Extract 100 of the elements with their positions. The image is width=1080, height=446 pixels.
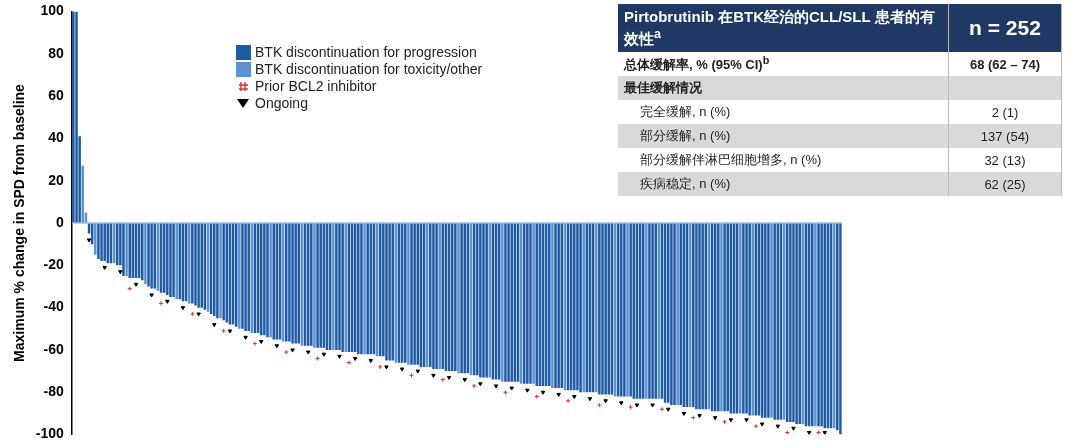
bar [391, 223, 394, 361]
point [509, 386, 514, 391]
point [806, 430, 812, 435]
y-tick-label: 0 [56, 213, 65, 230]
point [471, 383, 477, 389]
text: 32 (13) [984, 152, 1026, 168]
bar [291, 223, 294, 344]
point [650, 403, 655, 408]
bar [573, 223, 576, 391]
bar [482, 223, 485, 378]
y-tick-label: 100 [40, 2, 65, 19]
category-label: 部分缓解, n (%) [618, 124, 949, 149]
point [196, 312, 201, 317]
bar [413, 223, 416, 365]
point [681, 411, 687, 416]
bar [526, 223, 529, 384]
bar [294, 223, 297, 344]
bar [94, 223, 97, 255]
point [525, 388, 530, 393]
y-tick-label: 60 [48, 86, 65, 103]
bar [150, 223, 153, 289]
bar [388, 223, 391, 361]
legend-label: Prior BCL2 inhibitor [255, 78, 377, 95]
point [346, 360, 352, 366]
bar [288, 223, 291, 342]
y-tick-label: 40 [48, 129, 65, 146]
text: Pirtobrutinib 在BTK经治的CLL/SLL 患者的有效性$^{a}$ [618, 4, 949, 52]
category-label: 完全缓解, n (%) [618, 100, 949, 125]
point [572, 395, 577, 400]
point [712, 416, 718, 421]
point [212, 323, 217, 328]
bar [576, 223, 579, 391]
bar [382, 223, 385, 357]
point [722, 419, 728, 425]
bar [836, 223, 839, 431]
bar [200, 223, 203, 308]
legend-label: BTK discontinuation for progression [255, 44, 477, 61]
y-tick-label: -40 [43, 298, 65, 315]
point [478, 382, 483, 387]
bar [479, 223, 482, 378]
bar [839, 223, 842, 435]
point [227, 329, 233, 334]
bar [726, 223, 729, 412]
bar [795, 223, 798, 425]
point [165, 299, 170, 304]
bar [75, 11, 78, 223]
bar [789, 223, 792, 422]
point [377, 364, 383, 370]
point [321, 352, 327, 357]
bar [338, 223, 341, 350]
category-label: 总体缓解率, % (95% CI)$^{b}$ [618, 52, 949, 77]
point [619, 401, 624, 406]
point [634, 403, 640, 408]
point [399, 367, 405, 372]
point [596, 402, 602, 408]
y-tick-label: -80 [43, 383, 65, 400]
bar [319, 223, 322, 348]
point [659, 406, 665, 412]
point [221, 328, 227, 334]
point [86, 238, 92, 243]
bar [141, 223, 144, 281]
point [133, 282, 139, 287]
bar [510, 223, 513, 382]
point [368, 359, 374, 364]
bar [247, 223, 250, 331]
point [666, 407, 671, 412]
point [493, 384, 499, 389]
bar [476, 223, 479, 376]
point [462, 378, 467, 383]
category-label: 疾病稳定, n (%) [618, 172, 949, 197]
point [252, 341, 258, 347]
point [753, 423, 759, 429]
legend-label: BTK discontinuation for toxicity/other [255, 61, 483, 78]
point [540, 390, 546, 395]
y-tick-label: 20 [48, 171, 65, 188]
bar [745, 223, 748, 414]
text: 68 (62 – 74) [969, 56, 1041, 72]
point [728, 418, 734, 423]
point [259, 340, 264, 344]
bar [692, 223, 695, 408]
point [775, 424, 781, 429]
point [189, 311, 195, 317]
point [180, 306, 186, 311]
text: 62 (25) [984, 176, 1026, 192]
point [290, 348, 295, 353]
bar [97, 223, 100, 259]
bar [701, 223, 704, 410]
y-tick-label: 80 [48, 44, 65, 61]
category-label: 最佳缓解情况 [618, 76, 949, 101]
y-tick-label: -100 [35, 425, 65, 442]
point [816, 429, 822, 435]
bar [463, 223, 466, 374]
y-tick-label: -20 [43, 256, 65, 273]
point [384, 365, 389, 370]
text: 137 (54) [980, 128, 1030, 144]
bar [654, 223, 657, 399]
bar [620, 223, 623, 397]
point [565, 398, 571, 404]
bar [191, 223, 194, 304]
bar [169, 223, 172, 298]
